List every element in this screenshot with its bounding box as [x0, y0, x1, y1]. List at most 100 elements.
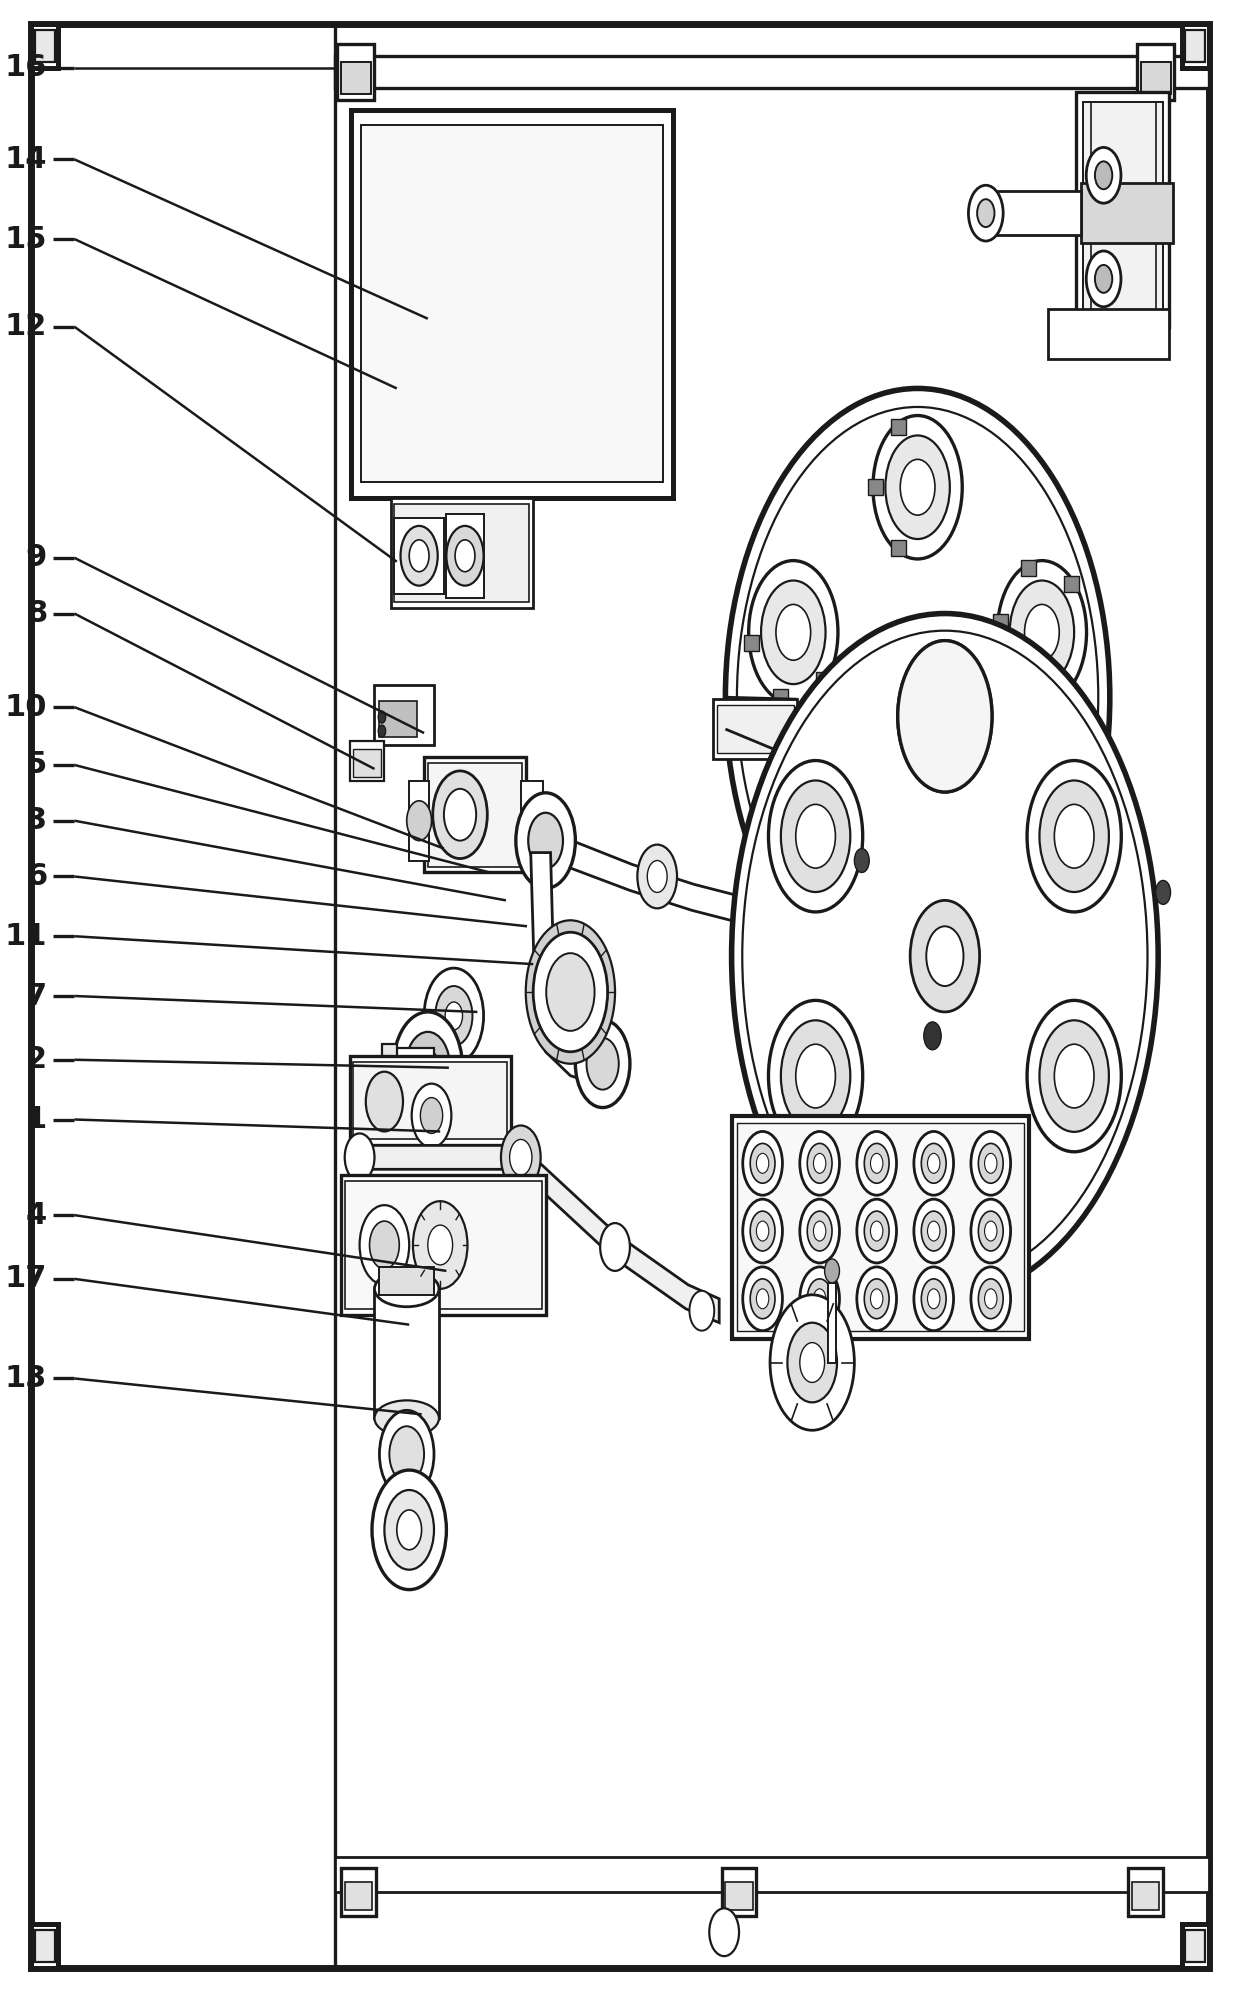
Bar	[1141, 62, 1171, 94]
Circle shape	[921, 1211, 946, 1251]
Circle shape	[800, 1131, 839, 1195]
Text: 6: 6	[26, 863, 47, 890]
Circle shape	[756, 1153, 769, 1173]
Bar	[1132, 1882, 1159, 1910]
Text: 9: 9	[26, 544, 47, 572]
Bar	[351, 110, 673, 498]
Circle shape	[978, 1279, 1003, 1319]
Bar	[744, 635, 759, 651]
Circle shape	[978, 1143, 1003, 1183]
Bar	[1185, 1930, 1205, 1962]
Circle shape	[1009, 580, 1074, 683]
Circle shape	[978, 1211, 1003, 1251]
Bar	[732, 1116, 1029, 1339]
Circle shape	[857, 1131, 897, 1195]
Circle shape	[962, 815, 1027, 918]
Circle shape	[379, 1410, 434, 1498]
Circle shape	[968, 185, 1003, 241]
Bar	[892, 418, 906, 434]
Circle shape	[732, 614, 1158, 1299]
Circle shape	[925, 685, 965, 749]
Bar	[31, 24, 58, 68]
Bar	[382, 1044, 397, 1100]
Circle shape	[533, 932, 608, 1052]
Bar	[827, 926, 842, 942]
Circle shape	[924, 1022, 941, 1050]
Circle shape	[647, 861, 667, 892]
Bar	[1021, 819, 1035, 835]
Circle shape	[743, 1267, 782, 1331]
Bar	[1064, 576, 1079, 592]
Circle shape	[857, 1267, 897, 1331]
Circle shape	[873, 416, 962, 560]
Circle shape	[587, 1038, 619, 1090]
Circle shape	[409, 540, 429, 572]
Circle shape	[424, 968, 484, 1064]
Bar	[350, 741, 384, 781]
Circle shape	[1039, 781, 1109, 892]
Text: 16: 16	[5, 54, 47, 82]
Circle shape	[366, 1072, 403, 1131]
Circle shape	[796, 805, 836, 869]
Bar	[35, 1930, 55, 1962]
Bar	[1081, 183, 1173, 243]
Polygon shape	[531, 853, 627, 1084]
Circle shape	[1086, 147, 1121, 203]
Bar	[1182, 1924, 1209, 1968]
Circle shape	[1086, 251, 1121, 307]
Bar	[725, 1882, 753, 1910]
Bar	[353, 749, 381, 777]
Bar	[353, 1062, 507, 1139]
Circle shape	[372, 1470, 446, 1590]
Circle shape	[378, 725, 386, 737]
Circle shape	[750, 1211, 775, 1251]
Text: 12: 12	[5, 313, 47, 341]
Circle shape	[813, 1153, 826, 1173]
Bar	[361, 125, 663, 482]
Bar	[816, 671, 831, 687]
Circle shape	[928, 1221, 940, 1241]
Circle shape	[870, 1153, 883, 1173]
Circle shape	[910, 1139, 980, 1251]
Circle shape	[501, 1125, 541, 1189]
Circle shape	[745, 894, 768, 930]
Circle shape	[910, 900, 980, 1012]
Bar	[345, 1882, 372, 1910]
Circle shape	[444, 789, 476, 841]
Circle shape	[898, 641, 992, 793]
Bar	[409, 781, 429, 861]
Bar	[337, 44, 374, 100]
Circle shape	[546, 952, 594, 1032]
Circle shape	[1039, 1020, 1109, 1131]
Circle shape	[407, 801, 432, 841]
Circle shape	[971, 1131, 1011, 1195]
Text: 14: 14	[5, 145, 47, 173]
Bar	[773, 689, 787, 705]
Ellipse shape	[374, 1271, 439, 1307]
Circle shape	[516, 793, 575, 888]
Bar	[981, 793, 996, 809]
Text: 11: 11	[5, 922, 47, 950]
Text: 8: 8	[26, 600, 47, 627]
Bar	[868, 898, 883, 914]
Bar	[379, 701, 417, 737]
Circle shape	[898, 641, 992, 793]
Circle shape	[510, 1139, 532, 1175]
Circle shape	[445, 1002, 463, 1030]
Bar	[341, 62, 371, 94]
Circle shape	[914, 1267, 954, 1331]
Text: 13: 13	[5, 1365, 47, 1392]
Circle shape	[526, 920, 615, 1064]
Polygon shape	[521, 827, 804, 932]
Circle shape	[870, 1289, 883, 1309]
Circle shape	[370, 1221, 399, 1269]
Circle shape	[770, 1295, 854, 1430]
Bar	[374, 1289, 439, 1418]
Text: 3: 3	[26, 807, 47, 835]
Text: 7: 7	[26, 982, 47, 1010]
Text: 2: 2	[26, 1046, 47, 1074]
Bar	[870, 829, 885, 845]
Circle shape	[397, 1510, 422, 1550]
Circle shape	[885, 436, 950, 540]
Circle shape	[928, 1289, 940, 1309]
